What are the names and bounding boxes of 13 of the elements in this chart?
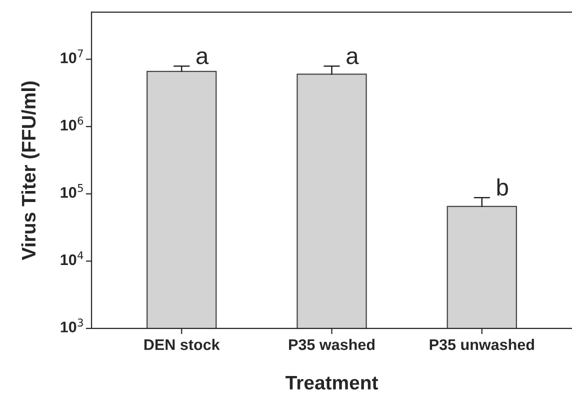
y-axis-title: Virus Titer (FFU/ml) — [21, 81, 40, 260]
x-tick-label: DEN stock — [144, 338, 220, 350]
x-tick-label: P35 washed — [289, 338, 374, 350]
annotation: a — [346, 51, 359, 64]
y-tick-label: 10$^{6}$ — [60, 116, 84, 131]
x-axis-title: Treatment — [286, 376, 378, 390]
annotation: a — [196, 51, 209, 64]
annotation: b — [497, 178, 508, 196]
y-tick-label: 10$^{5}$ — [60, 184, 83, 198]
y-tick-label: 10$^{3}$ — [60, 318, 83, 332]
y-tick-label: 10$^{4}$ — [60, 251, 84, 266]
x-tick-label: P35 unwashed — [430, 338, 534, 350]
y-tick-label: 10$^{7}$ — [60, 49, 83, 64]
